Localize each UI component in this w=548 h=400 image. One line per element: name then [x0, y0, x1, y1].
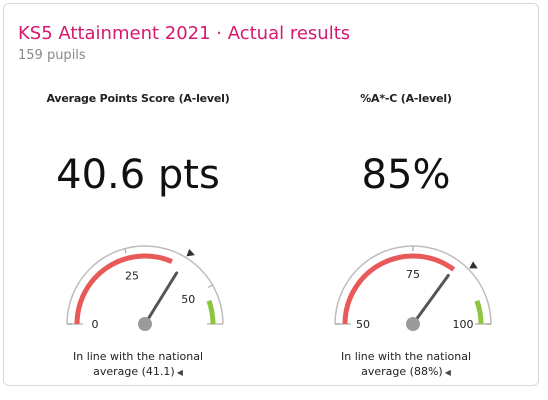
- gauge-aps: 0 25 50: [66, 245, 224, 331]
- gauge-tick-label: 25: [125, 270, 139, 283]
- gauge-tick-label: 50: [181, 293, 195, 306]
- pupil-count: 159 pupils: [18, 48, 86, 63]
- pointer-left-icon: ◀: [176, 368, 183, 377]
- metric-label: Average Points Score (A-level): [46, 92, 230, 105]
- gauge-tick: [207, 284, 213, 288]
- gauge-below-band: [74, 253, 173, 325]
- gauge-astar-c: 50 75 100: [334, 245, 492, 331]
- gauge-needle: [411, 273, 450, 326]
- pointer-left-icon: ◀: [444, 368, 451, 377]
- gauge-tick-label: 0: [92, 318, 99, 331]
- comparison-text-line1: In line with the national: [340, 350, 472, 363]
- national-comparison: In line with the national average (88%) ◀: [272, 349, 540, 380]
- gauge-above-band: [474, 299, 484, 325]
- attainment-card: KS5 Attainment 2021 · Actual results 159…: [3, 3, 539, 386]
- gauge-tick-label: 100: [453, 318, 474, 331]
- national-marker-icon: [469, 261, 478, 269]
- metric-panel-aps: Average Points Score (A-level) 40.6 pts …: [4, 4, 272, 387]
- gauge-tick-label: 50: [356, 318, 370, 331]
- comparison-text-line2: average (41.1): [93, 365, 175, 378]
- gauge-tick-label: 75: [406, 268, 420, 281]
- comparison-text-line1: In line with the national: [72, 350, 204, 363]
- gauge-above-band: [206, 299, 216, 325]
- gauge-pivot: [138, 317, 152, 331]
- gauge-tick: [124, 248, 127, 254]
- metric-value: 40.6 pts: [56, 152, 220, 198]
- metric-value: 85%: [361, 152, 451, 198]
- card-title: KS5 Attainment 2021 · Actual results: [18, 23, 351, 44]
- gauge-pivot: [406, 317, 420, 331]
- national-marker-icon: [186, 248, 195, 257]
- gauge-below-band: [342, 253, 456, 325]
- comparison-text-line2: average (88%): [361, 365, 443, 378]
- gauge-track: [66, 245, 224, 325]
- national-comparison: In line with the national average (41.1)…: [4, 349, 272, 380]
- gauge-needle: [143, 271, 179, 326]
- metric-label: %A*-C (A-level): [360, 92, 452, 105]
- metric-panel-astar-c: %A*-C (A-level) 85% 50 75 100 In line with…: [272, 4, 540, 387]
